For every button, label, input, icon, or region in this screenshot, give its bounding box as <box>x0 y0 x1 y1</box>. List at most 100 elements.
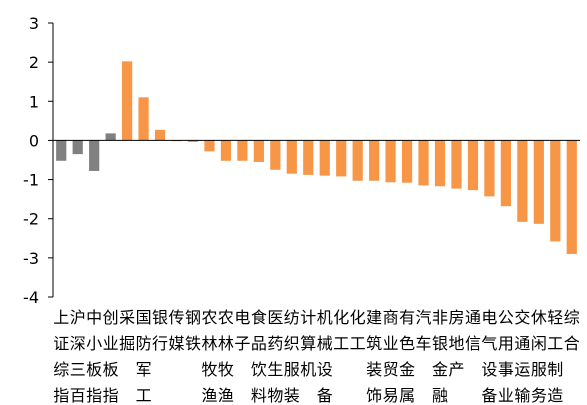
x-category-char: 板 <box>103 360 119 379</box>
x-category-label: 化工 <box>350 308 366 353</box>
x-category-char: 设 <box>481 360 497 379</box>
x-category-char: 传 <box>169 308 185 327</box>
y-tick-label: 0 <box>29 131 39 150</box>
x-category-char: 非 <box>432 308 448 327</box>
x-category-char: 业 <box>103 334 119 353</box>
x-category-char: 地 <box>448 334 464 353</box>
bar <box>72 140 83 155</box>
x-category-char: 通 <box>465 308 481 327</box>
bar <box>352 140 363 181</box>
x-category-char: 机 <box>317 308 333 327</box>
bar <box>105 133 116 141</box>
x-category-char: 铁 <box>185 334 201 353</box>
x-category-char: 钢 <box>185 308 201 327</box>
x-category-char: 小 <box>86 334 102 353</box>
x-category-char: 林 <box>218 334 234 353</box>
bar <box>56 140 67 161</box>
x-axis-labels: 上证综指沪深三百中小板指创业板指采掘国防军工银行传媒钢铁农林牧渔农林牧渔电子食品… <box>53 308 580 405</box>
x-category-char: 输 <box>514 386 530 405</box>
x-category-label: 传媒 <box>169 308 185 353</box>
x-category-char: 信 <box>465 334 481 353</box>
x-category-char: 业 <box>498 386 514 405</box>
bar <box>154 129 166 141</box>
y-tick-label: -3 <box>23 249 39 268</box>
x-category-char: 公 <box>498 308 514 327</box>
x-category-char: 饮 <box>251 360 267 379</box>
bar <box>220 140 232 161</box>
x-category-char: 采 <box>119 308 135 327</box>
x-category-char: 指 <box>86 386 102 405</box>
x-category-char: 金 <box>432 360 448 379</box>
bar <box>237 140 248 161</box>
x-category-label: 房地产 <box>448 308 464 379</box>
x-category-char: 务 <box>531 386 547 405</box>
bar <box>385 140 396 183</box>
x-category-char: 设 <box>317 360 333 379</box>
x-category-char: 品 <box>251 334 267 353</box>
bar <box>467 140 479 191</box>
x-category-label: 化工 <box>333 308 349 353</box>
x-category-char: 造 <box>547 386 563 405</box>
x-category-label: 综合 <box>564 308 580 353</box>
bar <box>253 140 264 162</box>
x-category-char: 通 <box>514 334 530 353</box>
x-category-char: 装 <box>366 360 382 379</box>
x-category-char: 产 <box>448 360 464 379</box>
x-category-char: 媒 <box>169 334 185 353</box>
x-category-char: 饰 <box>366 386 382 405</box>
x-category-char: 生 <box>267 360 283 379</box>
x-category-char: 掘 <box>119 334 135 353</box>
x-category-char: 纺 <box>284 308 300 327</box>
x-category-char: 工 <box>136 386 152 405</box>
x-category-char: 创 <box>103 308 119 327</box>
bar <box>336 140 347 177</box>
x-category-char: 银 <box>152 308 168 327</box>
bar <box>500 140 511 207</box>
bar <box>566 140 577 254</box>
y-axis: 3 2 1 0 -1 -2 -3 -4 <box>23 14 54 307</box>
x-category-char: 食 <box>251 308 267 327</box>
x-category-char: 中 <box>86 308 102 327</box>
x-category-char: 汽 <box>416 308 432 327</box>
x-category-char: 交 <box>514 308 530 327</box>
x-category-char: 机 <box>300 360 316 379</box>
bar <box>187 140 199 142</box>
x-category-label: 采掘 <box>119 308 135 353</box>
x-category-label: 汽车 <box>416 308 432 353</box>
x-category-char: 国 <box>136 308 152 327</box>
x-category-char: 牧 <box>201 360 217 379</box>
x-category-char: 百 <box>70 386 86 405</box>
x-category-char: 深 <box>70 334 86 353</box>
x-category-char: 防 <box>136 334 152 353</box>
bar <box>451 140 462 189</box>
bar <box>550 140 561 242</box>
x-category-char: 业 <box>383 334 399 353</box>
x-category-char: 备 <box>317 386 333 405</box>
bar <box>517 140 528 222</box>
bars <box>56 61 577 254</box>
x-category-char: 板 <box>86 360 102 379</box>
y-tick-label: -1 <box>23 171 39 190</box>
bar <box>89 140 100 171</box>
x-category-char: 服 <box>531 360 547 379</box>
x-category-char: 牧 <box>218 360 234 379</box>
x-category-char: 指 <box>53 386 69 405</box>
x-category-char: 沪 <box>70 308 86 327</box>
bar <box>122 61 133 141</box>
x-category-char: 建 <box>366 308 382 327</box>
x-category-char: 房 <box>448 308 464 327</box>
x-category-char: 化 <box>333 308 349 327</box>
bar <box>286 140 297 174</box>
x-category-char: 农 <box>201 308 217 327</box>
x-category-char: 算 <box>300 334 316 353</box>
x-category-char: 金 <box>399 360 415 379</box>
bar <box>484 140 495 197</box>
x-category-char: 属 <box>399 386 415 405</box>
